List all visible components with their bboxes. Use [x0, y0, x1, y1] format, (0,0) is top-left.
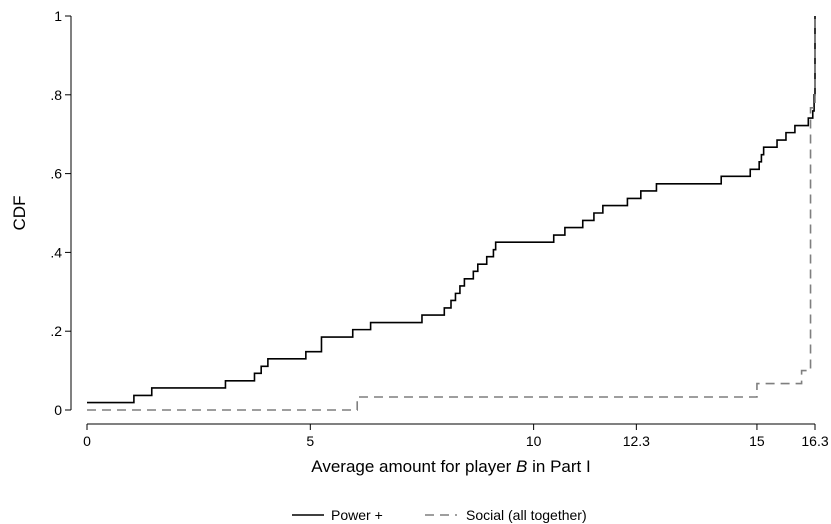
- x-axis-title-suffix: in Part I: [527, 457, 590, 476]
- y-tick-label: .4: [50, 244, 62, 260]
- y-tick-label: .8: [50, 87, 62, 103]
- x-axis-title-prefix: Average amount for player: [311, 457, 516, 476]
- series-lines: [87, 16, 816, 411]
- series-line-social: [87, 16, 816, 411]
- legend-label: Power +: [331, 507, 383, 523]
- legend: Power + Social (all together): [292, 507, 587, 523]
- x-tick-label: 10: [526, 433, 542, 449]
- x-axis-title-italic: B: [516, 457, 527, 476]
- series-line-power: [87, 16, 816, 404]
- y-tick-label: .2: [50, 323, 62, 339]
- x-axis-title: Average amount for player B in Part I: [311, 457, 590, 476]
- x-tick-label: 5: [306, 433, 314, 449]
- x-tick-label: 15: [749, 433, 765, 449]
- y-tick-label: .6: [50, 166, 62, 182]
- y-tick-label: 0: [54, 402, 62, 418]
- x-tick-label: 12.3: [623, 433, 650, 449]
- axes: 0.2.4.6.810 5 10 12.3 15 16.3: [50, 8, 829, 449]
- y-tick-label: 1: [54, 8, 62, 24]
- legend-label: Social (all together): [466, 507, 587, 523]
- x-tick-label: 0: [83, 433, 91, 449]
- y-axis-title: CDF: [10, 196, 29, 231]
- x-tick-label: 16.3: [801, 433, 828, 449]
